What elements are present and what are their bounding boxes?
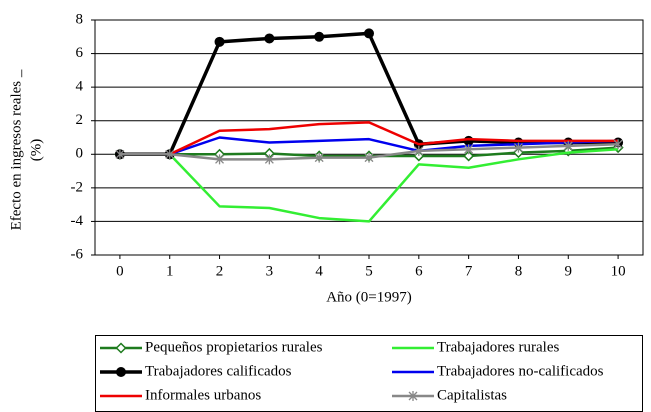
marker <box>314 31 325 42</box>
marker <box>464 144 474 155</box>
marker <box>414 145 424 156</box>
y-tick-label: 4 <box>76 79 84 95</box>
legend-label: Trabajadores rurales <box>437 339 559 355</box>
marker <box>264 33 275 44</box>
y-axis-label: (%) <box>28 139 44 162</box>
legend-label: Trabajadores calificados <box>145 363 292 379</box>
y-tick-label: 2 <box>76 112 84 128</box>
y-tick-label: -4 <box>71 213 84 229</box>
marker <box>165 149 175 160</box>
legend-label: Pequeños propietarios rurales <box>145 339 323 355</box>
legend-marker <box>115 342 127 354</box>
x-tick-label: 2 <box>216 263 224 279</box>
x-tick-label: 0 <box>116 263 124 279</box>
series-line <box>119 121 619 156</box>
marker <box>214 36 225 47</box>
series-line <box>119 31 619 157</box>
legend-label: Informales urbanos <box>145 387 261 403</box>
x-tick-label: 8 <box>515 263 523 279</box>
marker <box>463 150 475 162</box>
legend-marker <box>408 391 418 401</box>
x-tick-label: 9 <box>565 263 573 279</box>
y-tick-label: 8 <box>76 11 84 27</box>
marker <box>115 149 125 160</box>
y-tick-label: 0 <box>76 146 84 162</box>
legend-marker <box>116 367 126 377</box>
marker <box>613 139 623 150</box>
x-tick-label: 1 <box>166 263 174 279</box>
marker <box>364 152 374 163</box>
marker <box>364 28 374 39</box>
marker <box>264 154 274 165</box>
x-tick-label: 4 <box>315 263 323 279</box>
y-tick-label: -2 <box>71 179 84 195</box>
y-tick-label: 6 <box>76 45 84 61</box>
x-tick-label: 10 <box>611 263 626 279</box>
marker <box>513 142 523 153</box>
legend-label: Capitalistas <box>437 387 507 403</box>
x-tick-label: 6 <box>415 263 423 279</box>
legend-label: Trabajadores no-calificados <box>437 363 604 379</box>
marker <box>563 140 573 151</box>
x-tick-label: 5 <box>365 263 373 279</box>
series-line <box>119 136 619 156</box>
series-line <box>119 148 619 223</box>
x-tick-label: 3 <box>266 263 274 279</box>
marker <box>314 152 324 163</box>
marker <box>215 154 225 165</box>
y-tick-label: -6 <box>71 246 84 262</box>
x-axis-label: Año (0=1997) <box>326 289 412 305</box>
x-tick-label: 7 <box>465 263 473 279</box>
y-axis-label: Efecto en ingresos reales _ <box>8 69 24 230</box>
